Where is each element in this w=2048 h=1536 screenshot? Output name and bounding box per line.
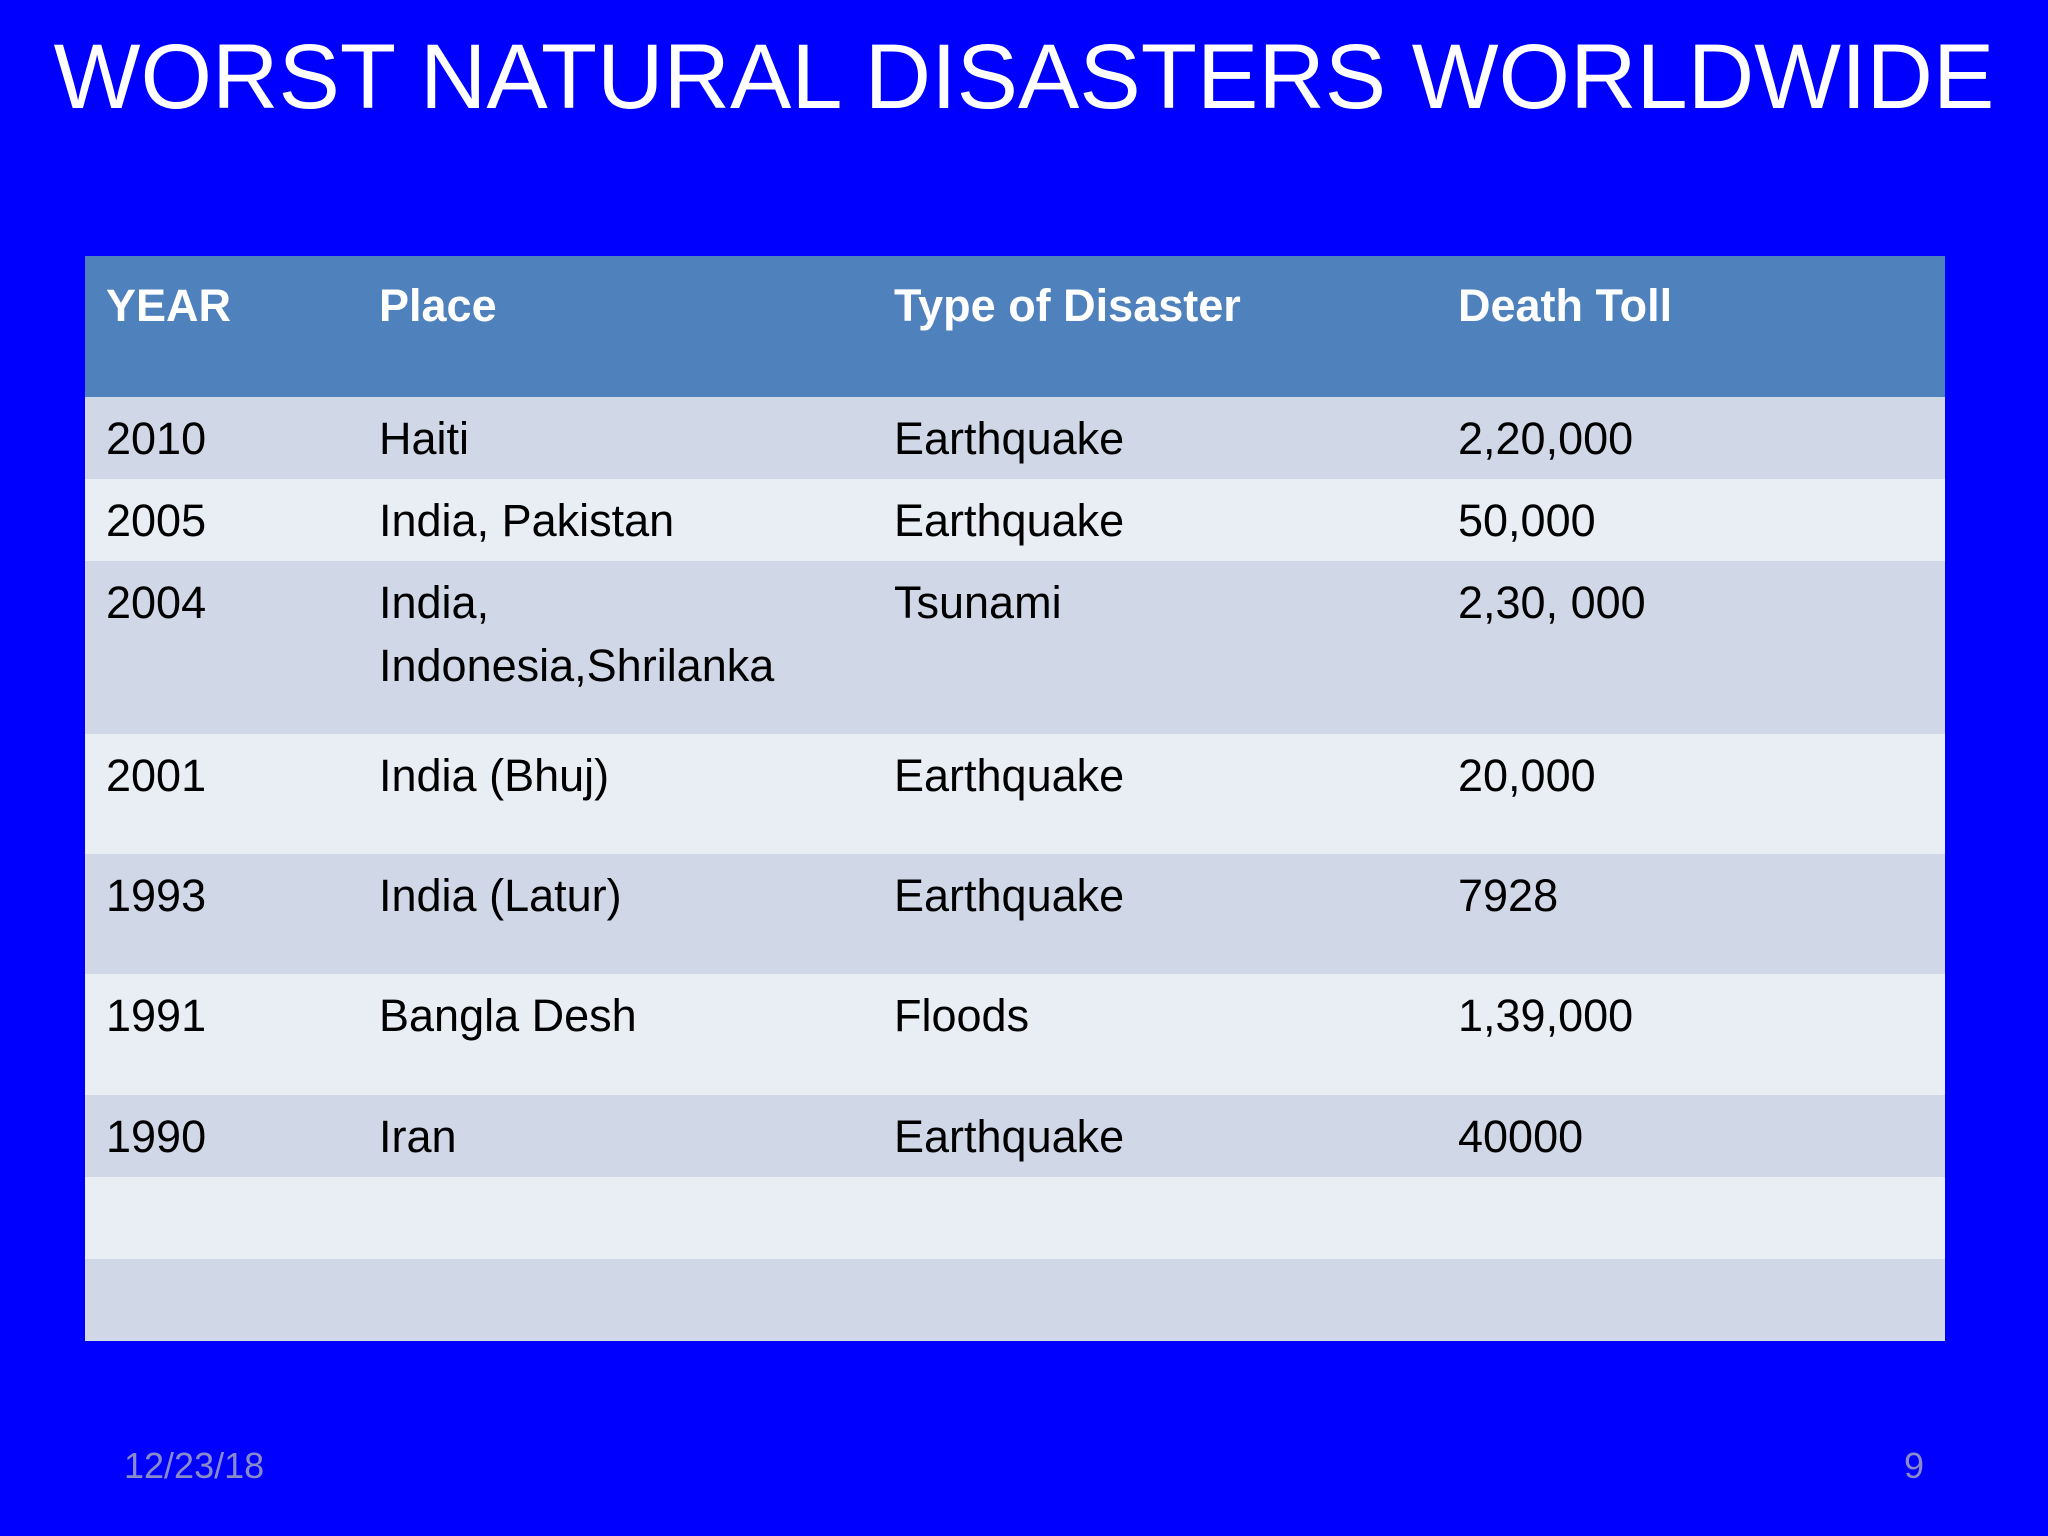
cell-place: Bangla Desh xyxy=(379,990,637,1041)
cell-place: Haiti xyxy=(379,413,470,464)
cell-year: 2001 xyxy=(106,750,207,801)
cell-type: Earthquake xyxy=(894,1111,1125,1162)
table-row xyxy=(85,1259,1945,1341)
cell-year: 2004 xyxy=(106,577,207,628)
cell-year: 2005 xyxy=(106,495,207,546)
cell-year xyxy=(85,1177,358,1259)
cell-year: 1990 xyxy=(106,1111,207,1162)
cell-death-toll: 50,000 xyxy=(1458,495,1596,546)
table-row: 2010 Haiti Earthquake 2,20,000 xyxy=(85,397,1945,479)
cell-type: Tsunami xyxy=(894,577,1062,628)
cell-type: Earthquake xyxy=(894,495,1125,546)
table-row: 2004 India, Indonesia,Shrilanka Tsunami … xyxy=(85,561,1945,734)
cell-place: India (Latur) xyxy=(379,870,622,921)
cell-year xyxy=(85,1259,358,1341)
disasters-table: YEAR Place Type of Disaster Death Toll 2… xyxy=(85,256,1945,1341)
cell-death-toll: 2,30, 000 xyxy=(1458,577,1646,628)
cell-place: Iran xyxy=(379,1111,457,1162)
table-header-row: YEAR Place Type of Disaster Death Toll xyxy=(85,256,1945,397)
slide-page-number: 9 xyxy=(1903,1445,1924,1486)
cell-death-toll: 1,39,000 xyxy=(1458,990,1634,1041)
cell-death-toll: 20,000 xyxy=(1458,750,1596,801)
table-row xyxy=(85,1177,1945,1259)
cell-type: Earthquake xyxy=(894,750,1125,801)
cell-death-toll: 2,20,000 xyxy=(1458,413,1634,464)
cell-death-toll: 7928 xyxy=(1458,870,1559,921)
cell-death-toll: 40000 xyxy=(1458,1111,1584,1162)
cell-type xyxy=(873,1177,1437,1259)
cell-year: 1993 xyxy=(106,870,207,921)
cell-place: India, Pakistan xyxy=(379,495,675,546)
cell-type xyxy=(873,1259,1437,1341)
table-row: 1993 India (Latur) Earthquake 7928 xyxy=(85,854,1945,974)
header-death-toll: Death Toll xyxy=(1458,280,1673,331)
cell-type: Earthquake xyxy=(894,413,1125,464)
cell-type: Floods xyxy=(894,990,1030,1041)
cell-place xyxy=(358,1259,873,1341)
cell-year: 2010 xyxy=(106,413,207,464)
table-row: 2005 India, Pakistan Earthquake 50,000 xyxy=(85,479,1945,561)
cell-year: 1991 xyxy=(106,990,207,1041)
slide-date: 12/23/18 xyxy=(124,1445,265,1486)
slide-title: WORST NATURAL DISASTERS WORLDWIDE xyxy=(53,26,1995,128)
table-row: 1990 Iran Earthquake 40000 xyxy=(85,1095,1945,1177)
table-row: 1991 Bangla Desh Floods 1,39,000 xyxy=(85,974,1945,1095)
header-year: YEAR xyxy=(106,280,232,331)
cell-place: India, Indonesia,Shrilanka xyxy=(379,577,775,691)
cell-type: Earthquake xyxy=(894,870,1125,921)
table-row: 2001 India (Bhuj) Earthquake 20,000 xyxy=(85,734,1945,854)
header-place: Place xyxy=(379,280,497,331)
cell-place: India (Bhuj) xyxy=(379,750,610,801)
cell-death-toll xyxy=(1437,1259,1945,1341)
header-type: Type of Disaster xyxy=(894,280,1241,331)
cell-place xyxy=(358,1177,873,1259)
cell-death-toll xyxy=(1437,1177,1945,1259)
